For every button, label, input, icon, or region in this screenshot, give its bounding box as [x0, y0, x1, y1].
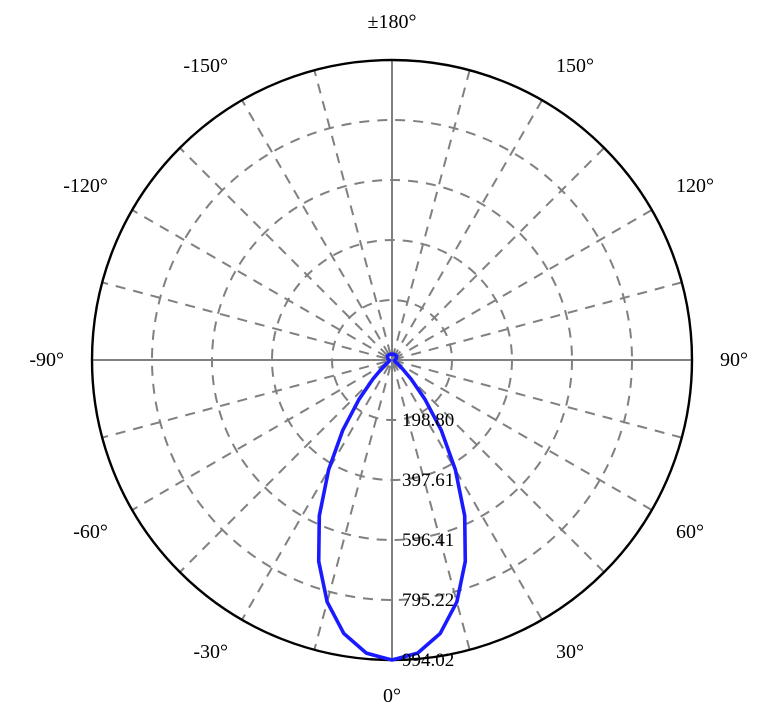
angle-label: -60° — [73, 521, 108, 543]
angle-label: ±180° — [368, 11, 417, 33]
radial-label: 198.80 — [402, 410, 454, 431]
radial-label: 994.02 — [402, 650, 454, 671]
angle-label: -30° — [193, 641, 228, 663]
angle-label: -120° — [63, 175, 108, 197]
angle-label: 90° — [720, 349, 748, 371]
angle-label: 150° — [556, 55, 594, 77]
angle-label: 120° — [676, 175, 714, 197]
angle-label: 0° — [383, 685, 401, 707]
grid — [92, 60, 692, 660]
radial-label: 397.61 — [402, 470, 454, 491]
angle-label: 30° — [556, 641, 584, 663]
polar-chart: 198.80 397.61 596.41 795.22 994.02 ±180° 150° 1… — [0, 0, 776, 711]
angle-label: 60° — [676, 521, 704, 543]
angle-label: -150° — [183, 55, 228, 77]
radial-label: 596.41 — [402, 530, 454, 551]
radial-label: 795.22 — [402, 590, 454, 611]
angle-label: -90° — [29, 349, 64, 371]
